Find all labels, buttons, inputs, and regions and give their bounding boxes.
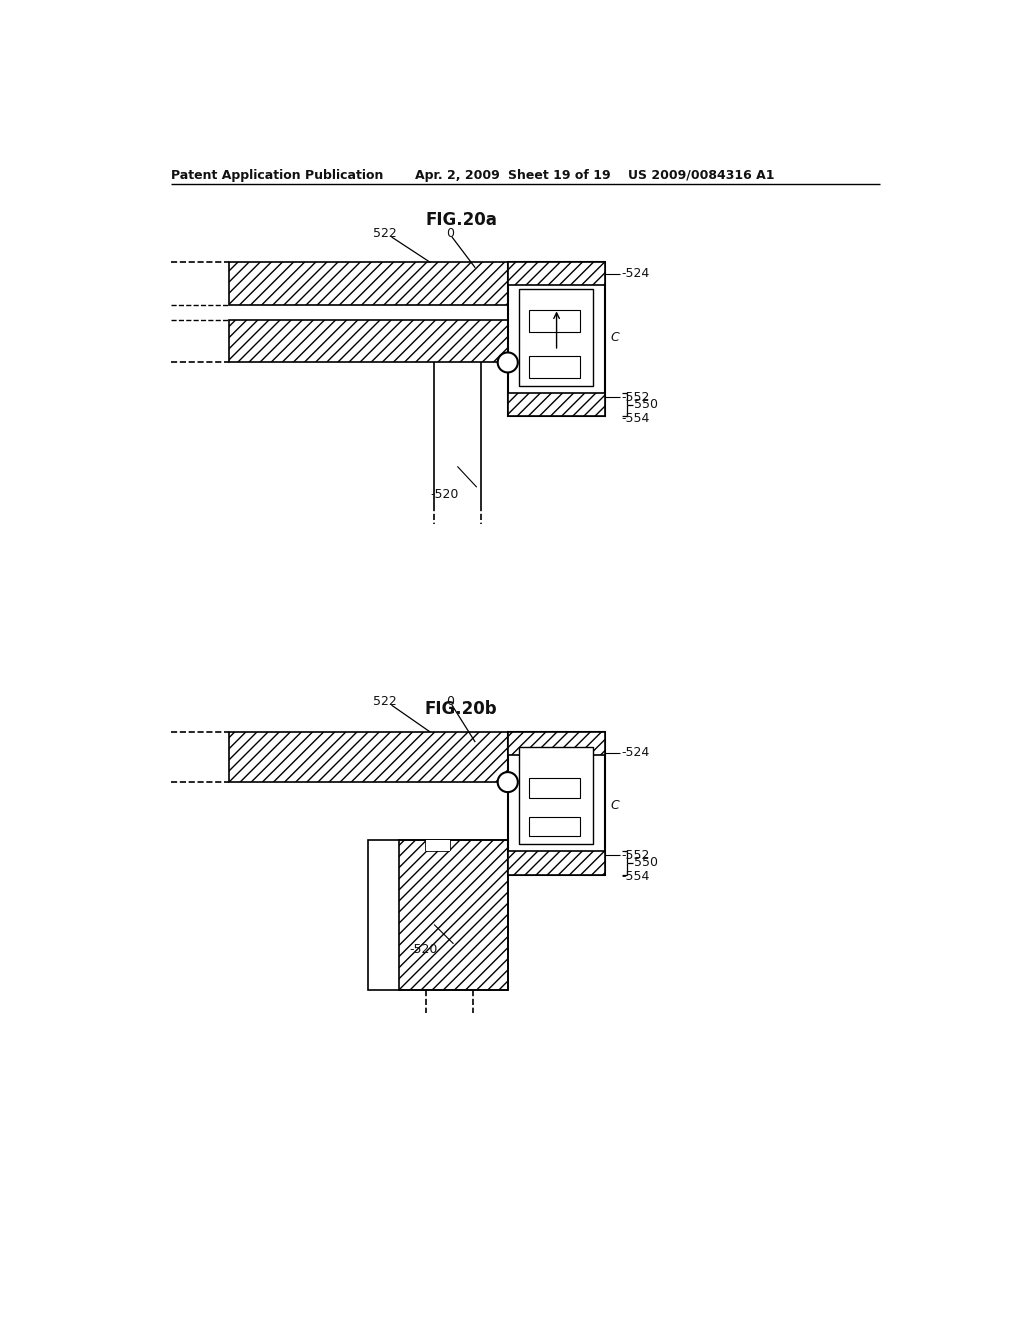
Text: -520: -520 [410,942,437,956]
Text: US 2009/0084316 A1: US 2009/0084316 A1 [628,169,774,182]
Text: 522: 522 [373,227,396,240]
Bar [426,840,450,851]
Text: FIG.20a: FIG.20a [425,211,498,228]
Bar [508,733,604,875]
Bar [529,779,580,797]
Text: 522: 522 [373,694,396,708]
Text: -554: -554 [622,412,650,425]
Bar [369,840,508,990]
Circle shape [498,352,518,372]
Text: Patent Application Publication: Patent Application Publication [171,169,383,182]
Text: -554: -554 [622,870,650,883]
Bar [508,393,604,416]
Text: 550: 550 [634,399,658,412]
Bar [399,840,508,990]
Text: FIG.20b: FIG.20b [425,700,498,718]
Text: Sheet 19 of 19: Sheet 19 of 19 [508,169,610,182]
Bar [228,733,508,781]
Text: -552: -552 [622,849,650,862]
Bar [529,817,580,836]
Text: 550: 550 [634,857,658,870]
Circle shape [498,772,518,792]
Bar [508,733,604,755]
Bar [508,263,604,416]
Text: 0: 0 [445,694,454,708]
Bar [519,747,593,843]
Text: -524: -524 [622,746,650,759]
Text: Apr. 2, 2009: Apr. 2, 2009 [415,169,500,182]
Text: -520: -520 [430,488,459,502]
Text: -524: -524 [622,268,650,280]
Text: C: C [610,331,618,345]
Bar [508,263,604,285]
Bar [228,263,508,305]
Text: -552: -552 [622,391,650,404]
Bar [529,356,580,378]
Text: 0: 0 [445,227,454,240]
Bar [519,289,593,385]
Bar [508,851,604,875]
Text: C: C [610,799,618,812]
Bar [228,321,508,363]
Bar [529,310,580,331]
